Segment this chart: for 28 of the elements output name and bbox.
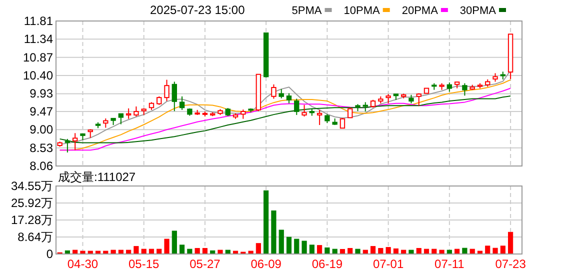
x-tick: 06-19 — [312, 257, 343, 271]
y-tick: 17.28万 — [10, 213, 53, 227]
x-tick: 07-11 — [434, 257, 464, 271]
x-tick: 05-27 — [190, 257, 220, 271]
legend-label: 30PMA — [460, 5, 496, 17]
y-tick: 9.00 — [30, 122, 53, 137]
title: 成交量:111027 — [58, 170, 136, 184]
y-tick: 8.64万 — [18, 230, 53, 244]
x-tick: 04-30 — [67, 257, 98, 271]
y-tick: 11.81 — [24, 14, 53, 28]
y-tick: 0 — [46, 247, 53, 261]
y-tick: 8.53 — [30, 140, 53, 155]
y-tick: 9.93 — [30, 86, 53, 101]
legend-label: 5PMA — [292, 5, 322, 17]
y-tick: 25.92万 — [10, 196, 53, 210]
legend-label: 10PMA — [344, 5, 380, 17]
x-tick: 07-01 — [372, 257, 404, 271]
y-tick: 10.87 — [22, 50, 53, 64]
x-tick: 06-09 — [250, 257, 282, 271]
y-tick: 10.40 — [22, 68, 53, 83]
y-tick: 11.34 — [24, 32, 53, 46]
legend-label: 20PMA — [402, 5, 438, 17]
x-tick: 07-23 — [495, 257, 526, 271]
x-tick: 05-15 — [128, 257, 160, 271]
y-tick: 34.55万 — [10, 179, 53, 193]
y-tick: 8.06 — [30, 159, 53, 173]
title: 2025-07-23 15:00 — [150, 3, 245, 17]
y-tick: 9.47 — [30, 104, 53, 118]
